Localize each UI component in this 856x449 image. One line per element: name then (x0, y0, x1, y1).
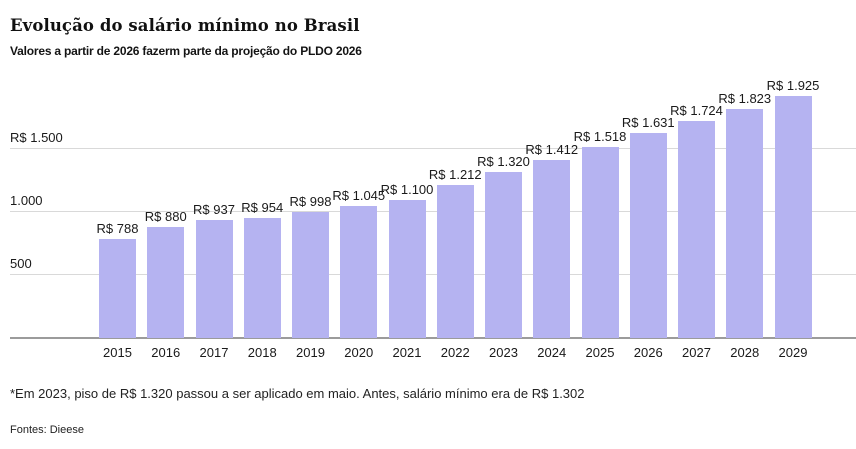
bar-value-label-2021: R$ 1.100 (380, 181, 434, 197)
bar-2017 (195, 220, 233, 338)
bar-value-label-2020: R$ 1.045 (332, 188, 386, 204)
bar-2023 (485, 171, 522, 338)
bar-value-label-2024: R$ 1.412 (525, 142, 579, 158)
x-tick-label-2024: 2024 (537, 345, 567, 360)
y-tick-label-1000: 1.000 (10, 193, 43, 209)
x-tick-label-2022: 2022 (440, 345, 470, 360)
bar-chart-plot-area: 500 1.000 R$ 1.500 R$ 788 2015 R$ 880 2016 R$ 9… (10, 77, 856, 360)
bar-value-label-2016: R$ 880 (144, 209, 187, 225)
bar-value-label-2026: R$ 1.631 (621, 114, 675, 130)
gridline-1000 (10, 211, 856, 213)
x-tick-label-2021: 2021 (392, 345, 422, 360)
x-tick-label-2015: 2015 (103, 345, 132, 360)
bar-value-label-2019: R$ 998 (289, 194, 332, 210)
gridline-500 (10, 274, 856, 276)
chart-title: Evolução do salário mínimo no Brasil (10, 16, 360, 35)
source-credit: Fontes: Dieese (10, 424, 84, 436)
bar-2022 (436, 185, 474, 338)
bar-value-label-2022: R$ 1.212 (428, 167, 482, 183)
bar-2027 (678, 121, 715, 338)
x-tick-label-2028: 2028 (730, 345, 760, 360)
x-tick-label-2025: 2025 (585, 345, 615, 360)
x-tick-label-2017: 2017 (199, 345, 229, 360)
bar-value-label-2018: R$ 954 (241, 199, 284, 215)
bar-value-label-2027: R$ 1.724 (670, 103, 723, 119)
x-tick-label-2026: 2026 (633, 345, 663, 360)
y-tick-label-1500: R$ 1.500 (10, 130, 63, 146)
bar-2019 (292, 212, 329, 338)
bar-2025 (581, 146, 619, 338)
footnote: *Em 2023, piso de R$ 1.320 passou a ser … (10, 386, 585, 401)
x-tick-label-2016: 2016 (151, 345, 181, 360)
bar-2029 (774, 95, 812, 338)
x-tick-label-2020: 2020 (344, 345, 374, 360)
bar-value-label-2028: R$ 1.823 (718, 90, 772, 106)
bar-value-label-2023: R$ 1.320 (477, 153, 530, 169)
bar-2021 (388, 199, 426, 338)
bar-2018 (243, 217, 281, 338)
bar-2016 (147, 227, 185, 338)
bar-2028 (726, 108, 764, 338)
bar-value-label-2015: R$ 788 (96, 220, 139, 236)
x-tick-label-2019: 2019 (296, 345, 325, 360)
bar-2024 (533, 160, 571, 338)
x-tick-label-2023: 2023 (489, 345, 518, 360)
chart-subtitle: Valores a partir de 2026 fazerm parte da… (10, 44, 362, 58)
bar-value-label-2025: R$ 1.518 (573, 128, 627, 144)
bar-value-label-2017: R$ 937 (193, 202, 235, 218)
y-tick-label-500: 500 (10, 256, 32, 272)
bar-value-label-2029: R$ 1.925 (766, 77, 820, 93)
gridline-1500 (10, 148, 856, 150)
x-axis-line (10, 337, 856, 339)
x-tick-label-2018: 2018 (247, 345, 277, 360)
x-tick-label-2029: 2029 (778, 345, 808, 360)
bar-2015 (99, 238, 136, 338)
bar-2020 (340, 206, 378, 338)
x-tick-label-2027: 2027 (682, 345, 711, 360)
bar-2026 (629, 132, 667, 338)
